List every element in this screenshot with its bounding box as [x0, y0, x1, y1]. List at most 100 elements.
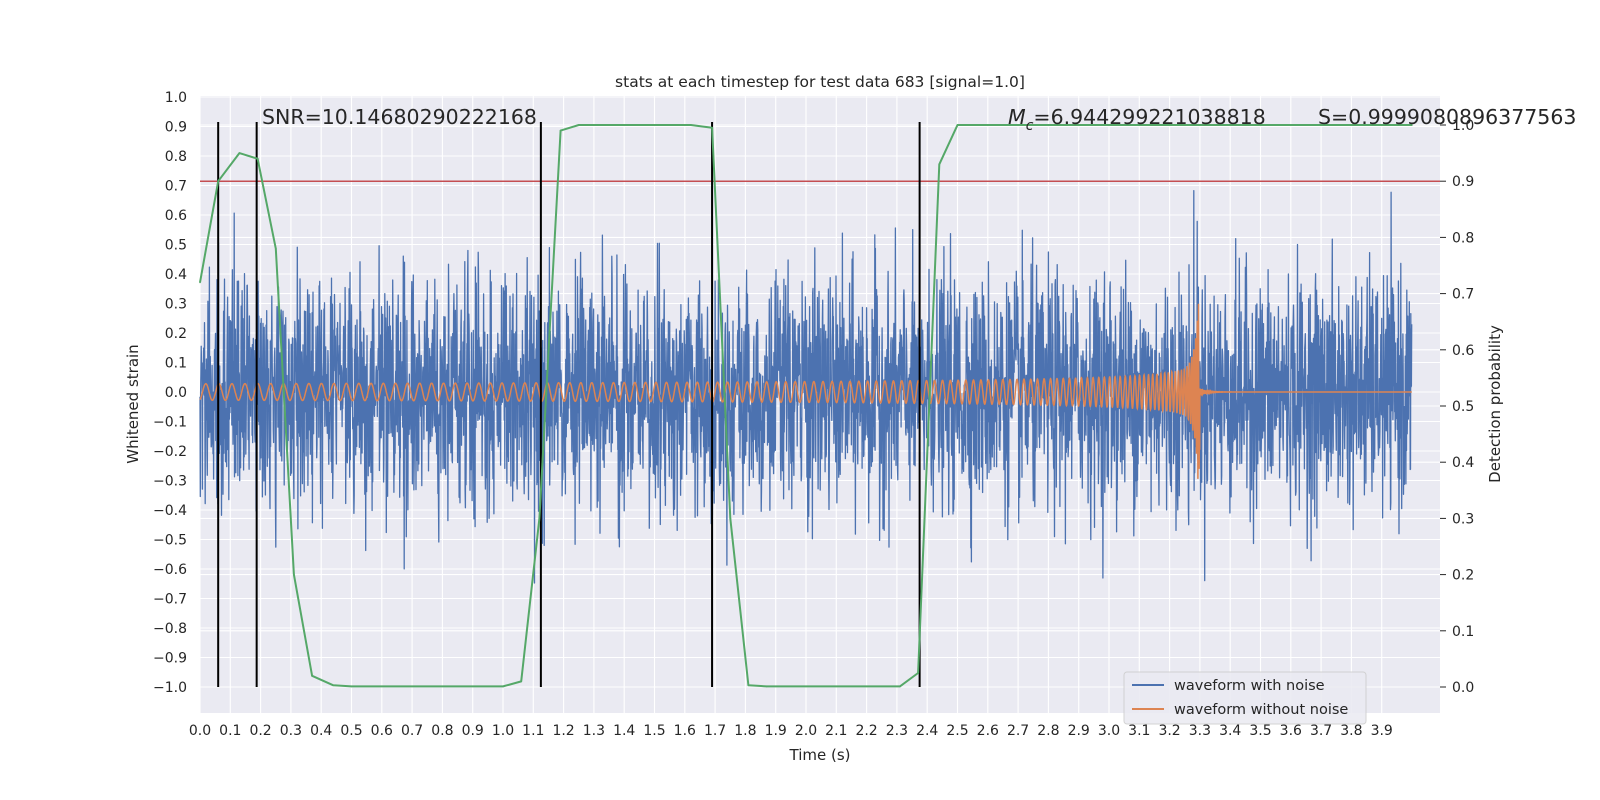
x-tick-label: 0.7	[401, 723, 423, 739]
chirp-mass-subscript: c	[1026, 118, 1034, 134]
x-tick-label: 3.8	[1340, 723, 1362, 739]
detection-probability-point	[729, 517, 732, 520]
detection-probability-point	[520, 680, 522, 683]
detection-probability-point	[938, 163, 941, 166]
detection-probability-point	[899, 685, 901, 688]
detection-probability-point	[293, 573, 295, 576]
detection-probability-point	[711, 127, 713, 129]
x-tick-label: 2.2	[855, 723, 877, 739]
overlay-layer	[199, 122, 1440, 688]
x-tick-label: 0.2	[249, 723, 271, 739]
x-tick-label: 1.5	[643, 723, 665, 739]
chart-title: stats at each timestep for test data 683…	[615, 73, 1025, 91]
x-tick-label: 2.6	[977, 723, 999, 739]
series-path-with-noise	[199, 190, 1413, 584]
x-tick-label: 2.0	[795, 723, 817, 739]
detection-probability-point	[350, 685, 353, 688]
y-tick-label-left: 0.2	[165, 326, 187, 342]
waveform-with-noise-line	[199, 190, 1413, 584]
x-tick-label: 1.4	[613, 723, 635, 739]
x-tick-label: 3.2	[1158, 723, 1180, 739]
detection-probability-point	[690, 124, 692, 126]
legend-box	[1123, 671, 1367, 725]
y-tick-label-left: −0.1	[153, 415, 187, 431]
x-tick-label: 0.1	[219, 723, 241, 739]
legend-label-clean: waveform without noise	[1174, 702, 1348, 718]
detection-probability-point	[275, 247, 277, 250]
x-axis-label: Time (s)	[789, 746, 851, 764]
x-tick-label: 1.2	[552, 723, 574, 739]
series-path-without-noise	[199, 303, 1412, 479]
x-tick-label: 1.0	[492, 723, 514, 739]
x-tick-label: 3.9	[1371, 723, 1393, 739]
y-tick-label-right: 0.9	[1452, 174, 1474, 190]
y-tick-label-left: −0.6	[153, 562, 187, 578]
detection-probability-point	[747, 684, 750, 687]
x-tick-label: 3.1	[1128, 723, 1150, 739]
x-tick-label: 3.5	[1249, 723, 1271, 739]
detection-probability-point	[256, 157, 259, 160]
detection-probability-point	[578, 124, 580, 126]
detection-probability-point	[559, 129, 562, 132]
y-tick-label-right: 0.8	[1452, 230, 1474, 246]
x-tick-label: 0.0	[189, 723, 211, 739]
x-tick-label: 3.0	[1098, 723, 1120, 739]
x-tick-label: 2.1	[825, 723, 847, 739]
x-tick-label: 0.3	[280, 723, 302, 739]
x-tick-label: 0.9	[462, 723, 484, 739]
y-tick-label-left: 0.4	[165, 267, 187, 283]
y-tick-label-left: 0.7	[165, 179, 187, 195]
x-tick-label: 2.4	[916, 723, 938, 739]
y-tick-label-right: 0.3	[1452, 511, 1474, 527]
y-tick-label-left: 0.5	[165, 238, 187, 254]
detection-probability-line	[199, 124, 1412, 688]
tick-labels: 0.0 0.1 0.2 0.3 0.4 0.5 0.6 0.7 0.8 0.9 1.0 1.1 1.2 1…	[153, 90, 1474, 739]
x-tick-label: 0.4	[310, 723, 332, 739]
y-tick-label-right: 0.2	[1452, 568, 1474, 584]
x-tick-label: 1.7	[704, 723, 726, 739]
x-tick-label: 1.6	[674, 723, 696, 739]
x-tick-label: 1.9	[765, 723, 787, 739]
x-tick-label: 1.1	[522, 723, 544, 739]
y-tick-label-right: 0.5	[1452, 399, 1474, 415]
y-tick-label-right: 0.6	[1452, 343, 1474, 359]
x-tick-label: 0.6	[371, 723, 393, 739]
x-tick-label: 3.3	[1189, 723, 1211, 739]
x-tick-label: 2.5	[946, 723, 968, 739]
y-tick-label-left: −1.0	[153, 680, 187, 696]
y-tick-label-left: 0.8	[165, 149, 187, 165]
x-tick-label: 1.3	[583, 723, 605, 739]
y-tick-label-left: 0.1	[165, 356, 187, 372]
detection-probability-point	[538, 517, 541, 520]
chirp-mass-symbol: M	[1008, 105, 1026, 129]
detection-probability-point	[332, 684, 335, 687]
x-tick-label: 3.7	[1310, 723, 1332, 739]
y-tick-label-left: −0.3	[153, 474, 187, 490]
y-tick-label-left: −0.2	[153, 444, 187, 460]
detection-probability-point	[502, 685, 504, 688]
y-tick-label-left: 0.9	[165, 120, 187, 136]
y-tick-label-left: 0.3	[165, 297, 187, 313]
x-tick-label: 1.8	[734, 723, 756, 739]
s-annotation: S=0.9999080896377563	[1318, 105, 1576, 129]
detection-probability-point	[199, 281, 201, 284]
y-tick-label-left: −0.8	[153, 621, 187, 637]
y-tick-label-right: 0.7	[1452, 287, 1474, 303]
y-tick-label-left: −0.5	[153, 533, 187, 549]
detection-probability-point	[765, 685, 768, 688]
legend: waveform with noise waveform without noi…	[1123, 671, 1367, 725]
y-tick-label-right: 0.1	[1452, 624, 1474, 640]
chirp-mass-value: =6.944299221038818	[1033, 105, 1265, 129]
y-tick-label-left: −0.9	[153, 651, 187, 667]
legend-label-noise: waveform with noise	[1174, 678, 1325, 694]
y-tick-label-right: 1.0	[1452, 118, 1474, 134]
y-tick-label-left: 0.6	[165, 208, 187, 224]
y-tick-label-left: 1.0	[165, 90, 187, 106]
y-tick-label-left: 0.0	[165, 385, 187, 401]
x-tick-label: 2.3	[886, 723, 908, 739]
x-tick-label: 0.8	[431, 723, 453, 739]
y-tick-label-left: −0.4	[153, 503, 187, 519]
x-tick-label: 3.4	[1219, 723, 1241, 739]
y-tick-label-left: −0.7	[153, 592, 187, 608]
